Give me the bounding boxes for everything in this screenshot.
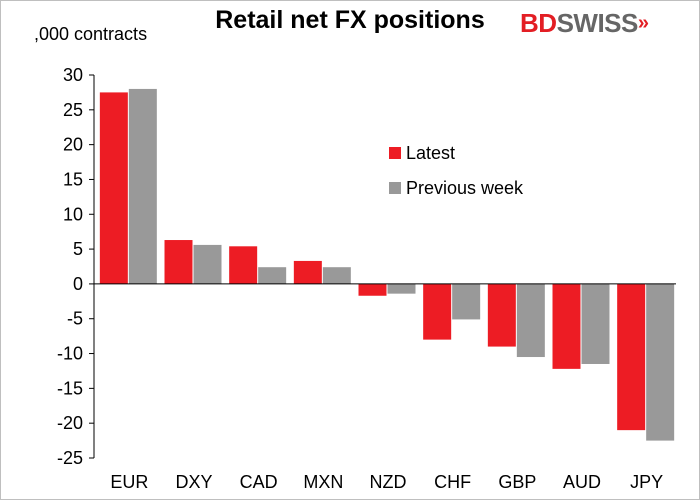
bar-nzd-latest (358, 283, 387, 296)
y-tick-label: 20 (63, 135, 83, 155)
bar-jpy-previous-week (646, 283, 675, 441)
bar-eur-latest (99, 92, 128, 284)
x-tick-label: CHF (434, 472, 471, 492)
bar-aud-previous-week (581, 283, 610, 364)
logo-text-bd: BD (520, 8, 557, 38)
x-tick-label: MXN (303, 472, 343, 492)
bar-mxn-previous-week (322, 267, 351, 284)
bar-cad-latest (229, 246, 258, 284)
y-tick-label: -15 (57, 378, 83, 398)
bar-aud-latest (552, 283, 581, 369)
y-tick-label: 25 (63, 100, 83, 120)
bdswiss-logo: BDSWISS» (520, 8, 649, 39)
x-tick-label: JPY (630, 472, 663, 492)
legend-label-previous-week: Previous week (406, 178, 524, 198)
legend-label-latest: Latest (406, 143, 455, 163)
y-tick-label: 30 (63, 65, 83, 85)
bar-gbp-previous-week (516, 283, 545, 358)
x-tick-label: NZD (370, 472, 407, 492)
y-axis-unit-label: ,000 contracts (34, 24, 148, 44)
x-tick-label: EUR (110, 472, 148, 492)
y-tick-label: 0 (73, 274, 83, 294)
x-tick-label: DXY (175, 472, 212, 492)
bar-cad-previous-week (258, 267, 287, 284)
bar-dxy-latest (164, 240, 193, 284)
y-tick-label: -25 (57, 448, 83, 468)
y-tick-label: -20 (57, 413, 83, 433)
legend-swatch-previous-week (389, 182, 401, 194)
bar-jpy-latest (617, 283, 646, 431)
y-tick-label: 15 (63, 169, 83, 189)
bar-eur-previous-week (128, 88, 157, 284)
y-tick-label: -10 (57, 344, 83, 364)
bar-nzd-previous-week (387, 283, 416, 294)
x-tick-label: CAD (240, 472, 278, 492)
y-tick-label: 5 (73, 239, 83, 259)
bar-gbp-latest (487, 283, 516, 347)
bar-chf-previous-week (452, 283, 481, 320)
bar-chf-latest (423, 283, 452, 340)
x-tick-label: AUD (563, 472, 601, 492)
bar-dxy-previous-week (193, 244, 222, 284)
legend-swatch-latest (389, 147, 401, 159)
x-tick-label: GBP (498, 472, 536, 492)
logo-chevron-icon: » (637, 12, 649, 34)
bar-mxn-latest (293, 260, 322, 284)
y-tick-label: -5 (67, 309, 83, 329)
y-tick-label: 10 (63, 204, 83, 224)
logo-text-swiss: SWISS (556, 8, 639, 38)
chart-title: Retail net FX positions (215, 6, 485, 34)
